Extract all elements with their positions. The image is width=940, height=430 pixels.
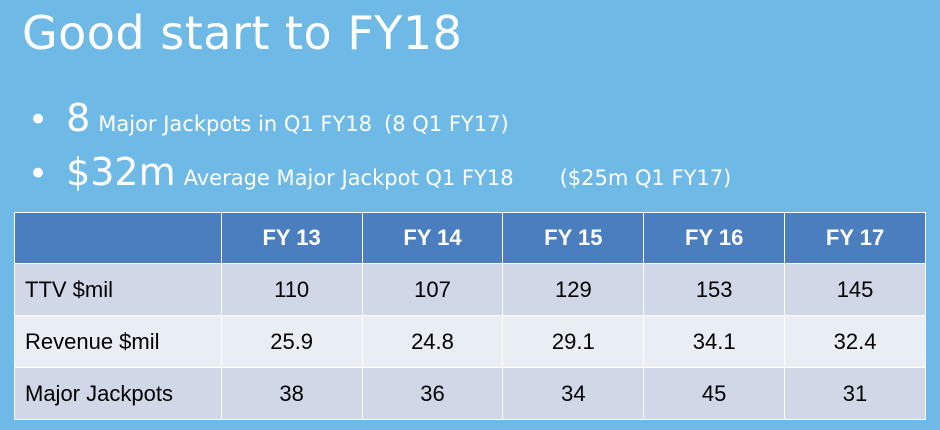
corner-cell [14, 212, 222, 264]
table-cell: 145 [784, 263, 926, 316]
bullet-dot: • [28, 100, 49, 140]
bullet-figure: 8 [66, 96, 91, 140]
bullet-text: Major Jackpots in Q1 FY18 [98, 112, 373, 136]
table-cell: 24.8 [361, 315, 504, 368]
table-cell: 107 [361, 263, 504, 316]
table-cell: 32.4 [784, 315, 926, 368]
column-header: FY 13 [220, 212, 363, 264]
table-cell: 34 [502, 367, 645, 420]
bullet-note: ($25m Q1 FY17) [559, 166, 732, 190]
table-cell: 110 [220, 263, 363, 316]
column-header: FY 14 [361, 212, 504, 264]
data-table: FY 13 FY 14 FY 15 FY 16 FY 17 TTV $mil 110 107… [14, 212, 926, 420]
row-label: Major Jackpots [14, 367, 222, 420]
table-cell: 34.1 [643, 315, 786, 368]
bullet-note: (8 Q1 FY17) [384, 112, 509, 136]
table-body: TTV $mil 110 107 129 153 145 Revenue $mil 25.9 2… [14, 263, 926, 420]
table-row: Revenue $mil 25.9 24.8 29.1 34.1 32.4 [14, 315, 926, 368]
bullet-dot: • [28, 154, 49, 194]
table-cell: 153 [643, 263, 786, 316]
bullet: • $32m Average Major Jackpot Q1 FY18 ($25m … [28, 150, 731, 194]
column-header: FY 16 [643, 212, 786, 264]
table-cell: 45 [643, 367, 786, 420]
table-cell: 36 [361, 367, 504, 420]
table-cell: 129 [502, 263, 645, 316]
bullet: • 8 Major Jackpots in Q1 FY18 (8 Q1 FY17) [28, 96, 509, 140]
bullet-text: Average Major Jackpot Q1 FY18 [183, 166, 514, 190]
bullet-figure: $32m [66, 150, 176, 194]
column-header: FY 15 [502, 212, 645, 264]
table-row: Major Jackpots 38 36 34 45 31 [14, 367, 926, 420]
table-row: TTV $mil 110 107 129 153 145 [14, 263, 926, 316]
header-row: FY 13 FY 14 FY 15 FY 16 FY 17 [14, 212, 926, 264]
row-label: Revenue $mil [14, 315, 222, 368]
table-cell: 29.1 [502, 315, 645, 368]
row-label: TTV $mil [14, 263, 222, 316]
slide-title: Good start to FY18 [22, 6, 463, 60]
table-cell: 25.9 [220, 315, 363, 368]
table-cell: 31 [784, 367, 926, 420]
column-header: FY 17 [784, 212, 926, 264]
table-cell: 38 [220, 367, 363, 420]
